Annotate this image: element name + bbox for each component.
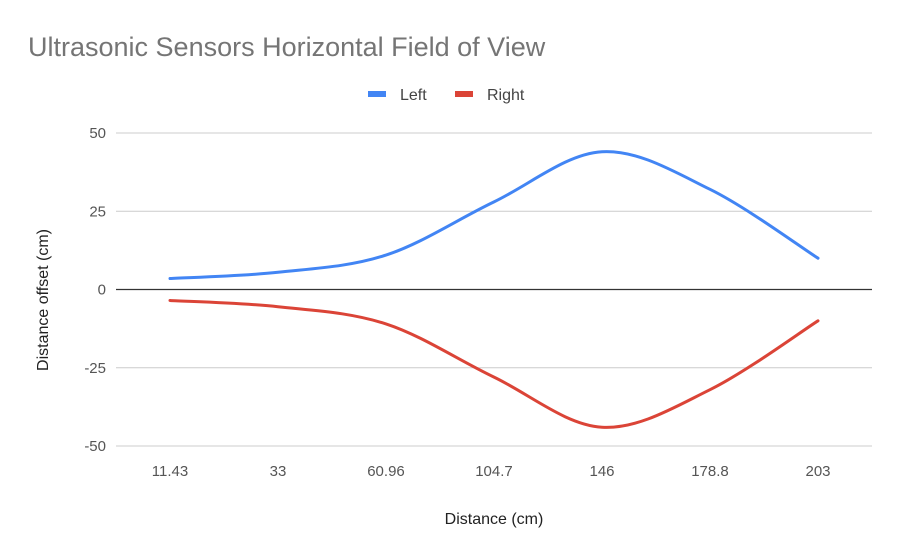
legend-swatch-right xyxy=(455,91,473,97)
y-axis-label: Distance offset (cm) xyxy=(35,229,52,371)
x-tick-label: 146 xyxy=(589,463,614,480)
legend-swatch-left xyxy=(368,91,386,97)
gridlines xyxy=(116,132,872,447)
x-tick-label: 178.8 xyxy=(691,463,729,480)
x-tick-label: 104.7 xyxy=(475,463,513,480)
chart-title: Ultrasonic Sensors Horizontal Field of V… xyxy=(28,32,546,62)
x-tick-label: 33 xyxy=(270,463,287,480)
y-axis-ticks: 50 25 0 -25 -50 xyxy=(84,125,106,455)
x-tick-label: 60.96 xyxy=(367,463,405,480)
y-tick-label: -50 xyxy=(84,438,106,455)
y-tick-label: -25 xyxy=(84,360,106,377)
x-tick-label: 11.43 xyxy=(152,463,188,480)
y-tick-label: 0 xyxy=(98,282,106,299)
y-tick-label: 50 xyxy=(89,125,106,142)
series-lines xyxy=(168,150,820,429)
legend: Left Right xyxy=(368,87,525,104)
x-axis-ticks: 11.43 33 60.96 104.7 146 178.8 203 xyxy=(152,463,831,480)
series-line-left xyxy=(168,150,820,281)
legend-label-left: Left xyxy=(400,87,427,104)
x-axis-label: Distance (cm) xyxy=(445,511,544,528)
x-tick-label: 203 xyxy=(805,463,830,480)
series-line-right xyxy=(168,298,820,429)
legend-label-right: Right xyxy=(487,87,525,104)
y-tick-label: 25 xyxy=(89,203,106,220)
